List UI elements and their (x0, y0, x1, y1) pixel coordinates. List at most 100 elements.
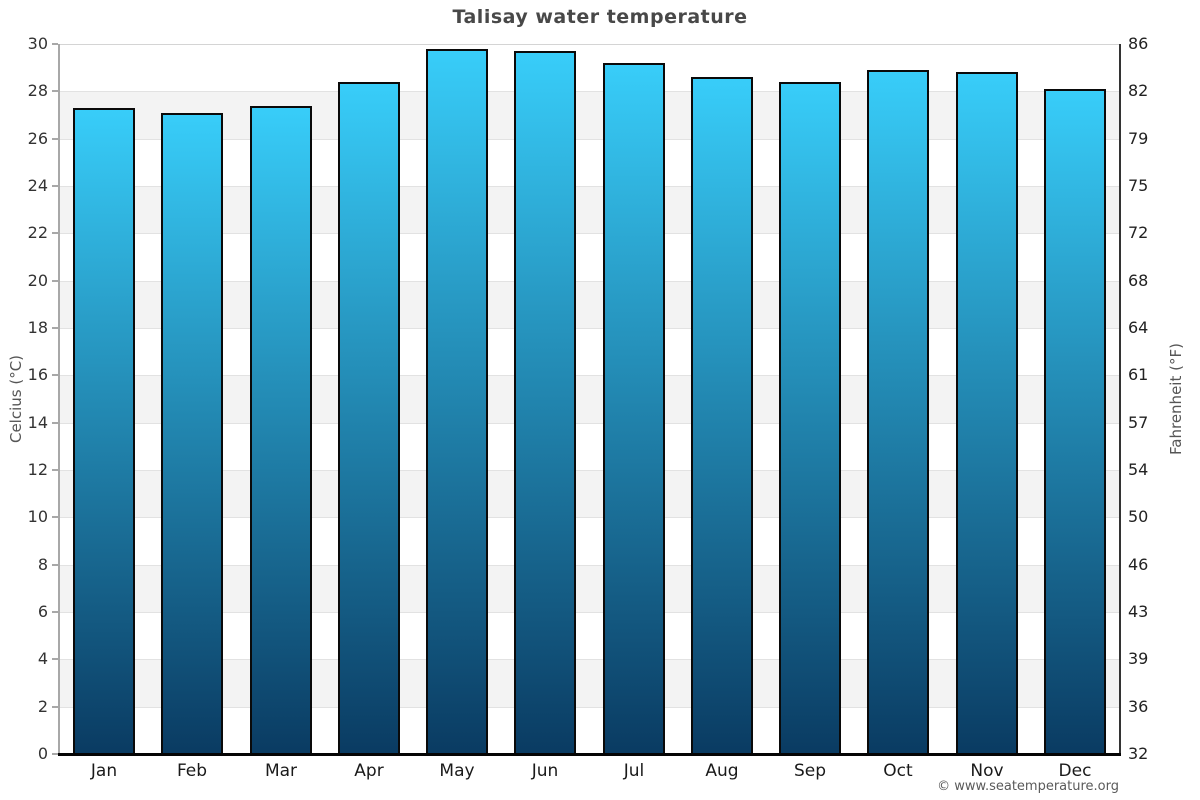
celsius-tick-mark (52, 185, 58, 187)
gridline (60, 91, 1119, 92)
gridline (60, 328, 1119, 329)
celsius-tick-label: 6 (37, 602, 48, 621)
celsius-tick-mark (52, 327, 58, 329)
chart-title: Talisay water temperature (452, 6, 748, 28)
x-tick-label-mar: Mar (264, 761, 298, 781)
band-white (60, 138, 1119, 186)
x-tick-label-sep: Sep (793, 761, 827, 781)
gridline (60, 44, 1119, 45)
gridline (60, 707, 1119, 708)
x-tick-label-nov: Nov (970, 761, 1004, 781)
x-tick-label-dec: Dec (1058, 761, 1092, 781)
gridline (60, 186, 1119, 187)
fahrenheit-tick-label: 82 (1128, 81, 1149, 101)
gridline (60, 233, 1119, 234)
celsius-tick-label: 24 (27, 176, 48, 195)
fahrenheit-tick-label: 72 (1128, 223, 1149, 243)
celsius-tick-mark (52, 563, 58, 566)
celsius-tick-label: 16 (27, 365, 48, 385)
gridline (60, 470, 1119, 471)
celsius-tick-label: 2 (37, 696, 48, 716)
gridline (60, 375, 1119, 376)
band-gray (60, 659, 1119, 707)
gridline (60, 139, 1119, 140)
fahrenheit-tick-label: 68 (1128, 270, 1149, 290)
band-white (60, 517, 1119, 565)
bar-nov (956, 72, 1018, 754)
x-tick-label-may: May (439, 761, 475, 781)
bar-may (426, 49, 488, 754)
celsius-axis-line (58, 44, 60, 754)
gridline (60, 517, 1119, 518)
band-gray (60, 186, 1119, 234)
y-axis-title-celsius: Celcius (°C) (7, 354, 25, 444)
fahrenheit-tick-label: 75 (1128, 176, 1149, 195)
celsius-tick-label: 12 (27, 460, 48, 479)
gridline (60, 281, 1119, 282)
x-tick-label-aug: Aug (705, 761, 739, 781)
celsius-tick-mark (52, 469, 58, 471)
celsius-tick-label: 18 (27, 318, 48, 337)
celsius-tick-mark (52, 137, 58, 140)
gridline (60, 612, 1119, 613)
bar-jul (603, 63, 665, 754)
x-tick-label-jan: Jan (90, 761, 118, 781)
fahrenheit-tick-label: 54 (1128, 460, 1149, 479)
celsius-tick-label: 10 (27, 507, 48, 527)
celsius-tick-label: 26 (27, 128, 48, 148)
celsius-tick-mark (52, 753, 58, 755)
band-gray (60, 564, 1119, 612)
fahrenheit-tick-label: 86 (1128, 34, 1149, 53)
gridline (60, 423, 1119, 424)
bar-mar (250, 106, 312, 754)
bar-dec (1044, 89, 1106, 754)
celsius-tick-label: 8 (37, 554, 48, 574)
x-tick-label-oct: Oct (883, 761, 913, 781)
x-axis-baseline (58, 753, 1121, 756)
celsius-tick-label: 20 (27, 270, 48, 290)
band-white (60, 422, 1119, 470)
band-gray (60, 91, 1119, 139)
fahrenheit-tick-label: 57 (1128, 412, 1149, 432)
celsius-tick-label: 4 (37, 649, 48, 669)
celsius-tick-mark (52, 279, 58, 282)
band-gray (60, 375, 1119, 423)
fahrenheit-tick-label: 43 (1128, 602, 1149, 621)
celsius-tick-label: 22 (27, 223, 48, 243)
x-tick-label-apr: Apr (354, 761, 384, 781)
bar-sep (779, 82, 841, 754)
band-white (60, 328, 1119, 376)
celsius-tick-mark (52, 658, 58, 661)
y-axis-title-fahrenheit: Fahrenheit (°F) (1167, 343, 1185, 455)
bar-feb (161, 113, 223, 754)
celsius-tick-label: 28 (27, 81, 48, 101)
bar-jun (514, 51, 576, 754)
celsius-tick-mark (52, 705, 58, 708)
celsius-tick-mark (52, 232, 58, 235)
bar-oct (867, 70, 929, 754)
band-white (60, 612, 1119, 660)
fahrenheit-axis-line (1119, 44, 1121, 754)
celsius-tick-label: 0 (37, 744, 48, 763)
band-white (60, 233, 1119, 281)
celsius-tick-mark (52, 90, 58, 93)
band-white (60, 44, 1119, 92)
fahrenheit-tick-label: 39 (1128, 649, 1149, 669)
fahrenheit-tick-label: 64 (1128, 318, 1149, 337)
celsius-tick-mark (52, 421, 58, 424)
copyright-footer: © www.seatemperature.org (937, 779, 1119, 794)
celsius-tick-label: 30 (27, 34, 48, 53)
bar-aug (691, 77, 753, 754)
fahrenheit-tick-label: 32 (1128, 744, 1149, 763)
bar-apr (338, 82, 400, 754)
bar-jan (73, 108, 135, 754)
celsius-tick-mark (52, 516, 58, 519)
fahrenheit-tick-label: 36 (1128, 696, 1149, 716)
band-gray (60, 470, 1119, 518)
gridline (60, 565, 1119, 566)
x-tick-label-feb: Feb (176, 761, 208, 781)
fahrenheit-tick-label: 46 (1128, 554, 1149, 574)
fahrenheit-tick-label: 79 (1128, 128, 1149, 148)
gridline (60, 659, 1119, 660)
